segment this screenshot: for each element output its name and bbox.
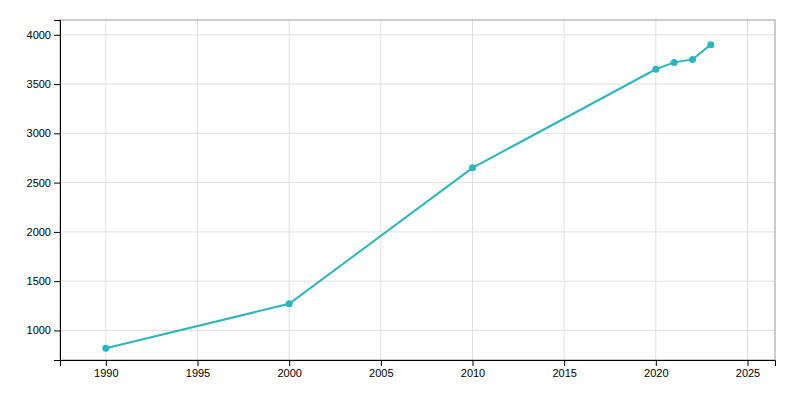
y-axis-tick-mark [54,281,60,282]
plot-area [102,41,714,352]
y-axis-tick-label: 1000 [27,324,51,336]
grid-line-x [105,20,106,360]
y-axis-tick: 4000 [27,29,60,41]
data-point [689,56,696,63]
grid-line-y [60,330,775,331]
y-axis-tick-label: 1500 [27,275,51,287]
y-axis-tick-mark [54,35,60,36]
grid-line-x [564,20,565,360]
y-axis-tick-label: 4000 [27,29,51,41]
data-point [102,345,109,352]
data-point [671,59,678,66]
x-axis-tick-label: 2020 [644,367,668,379]
y-axis-tick: 2000 [27,226,60,238]
data-point [286,300,293,307]
grid-line-x [289,20,290,360]
y-axis: 1000 1500 2000 2500 3000 3500 4000 [27,21,61,361]
y-axis-tick-mark [54,133,60,134]
x-axis-tick: 1990 [94,360,118,379]
x-axis-tick-mark [106,360,107,366]
grid-line-x [197,20,198,360]
x-axis-tick-mark [748,360,749,366]
grid-line-y [60,182,775,183]
x-axis-domain [61,361,776,367]
y-axis-tick-mark [54,183,60,184]
x-axis-tick-label: 2000 [277,367,301,379]
data-line [106,45,711,349]
data-point [707,41,714,48]
grid-line-x [747,20,748,360]
data-point [469,164,476,171]
chart-svg: 1990 1995 2000 2005 2010 2015 2020 2025 1000 1500… [0,0,800,400]
x-axis: 1990 1995 2000 2005 2010 2015 2020 2025 [61,360,776,379]
y-axis-tick: 2500 [27,177,60,189]
x-axis-tick-mark [289,360,290,366]
x-axis-tick: 2010 [461,360,485,379]
grid-line-y [60,133,775,134]
y-axis-tick: 1500 [27,275,60,287]
y-axis-tick-label: 2000 [27,226,51,238]
y-axis-tick: 3000 [27,127,60,139]
y-axis-tick-label: 3500 [27,78,51,90]
x-axis-tick: 2000 [277,360,301,379]
y-axis-tick-mark [54,84,60,85]
grid-line-y [60,281,775,282]
x-axis-tick: 2025 [736,360,760,379]
data-point [652,66,659,73]
grid-line-y [60,34,775,35]
grid-line-x [380,20,381,360]
y-axis-tick: 3500 [27,78,60,90]
grid-line-x [472,20,473,360]
x-axis-tick-label: 2010 [461,367,485,379]
x-axis-tick: 2015 [552,360,576,379]
grid [60,20,775,360]
y-axis-tick-label: 2500 [27,177,51,189]
x-axis-tick-mark [656,360,657,366]
x-axis-tick: 2005 [369,360,393,379]
chart-container: 1990 1995 2000 2005 2010 2015 2020 2025 1000 1500… [0,0,800,400]
y-axis-tick-label: 3000 [27,127,51,139]
x-axis-tick-label: 2005 [369,367,393,379]
x-axis-tick-mark [473,360,474,366]
grid-line-y [60,231,775,232]
x-axis-tick-label: 2015 [552,367,576,379]
x-axis-tick: 2020 [644,360,668,379]
x-axis-tick-mark [198,360,199,366]
plot-frame [60,20,775,360]
y-axis-tick: 1000 [27,324,60,336]
x-axis-tick: 1995 [186,360,210,379]
x-axis-tick-label: 1990 [94,367,118,379]
grid-line-y [60,84,775,85]
y-axis-tick-mark [54,232,60,233]
y-axis-domain [54,21,61,361]
x-axis-tick-mark [564,360,565,366]
y-axis-tick-mark [54,330,60,331]
x-axis-tick-mark [381,360,382,366]
x-axis-tick-label: 1995 [186,367,210,379]
x-axis-tick-label: 2025 [736,367,760,379]
